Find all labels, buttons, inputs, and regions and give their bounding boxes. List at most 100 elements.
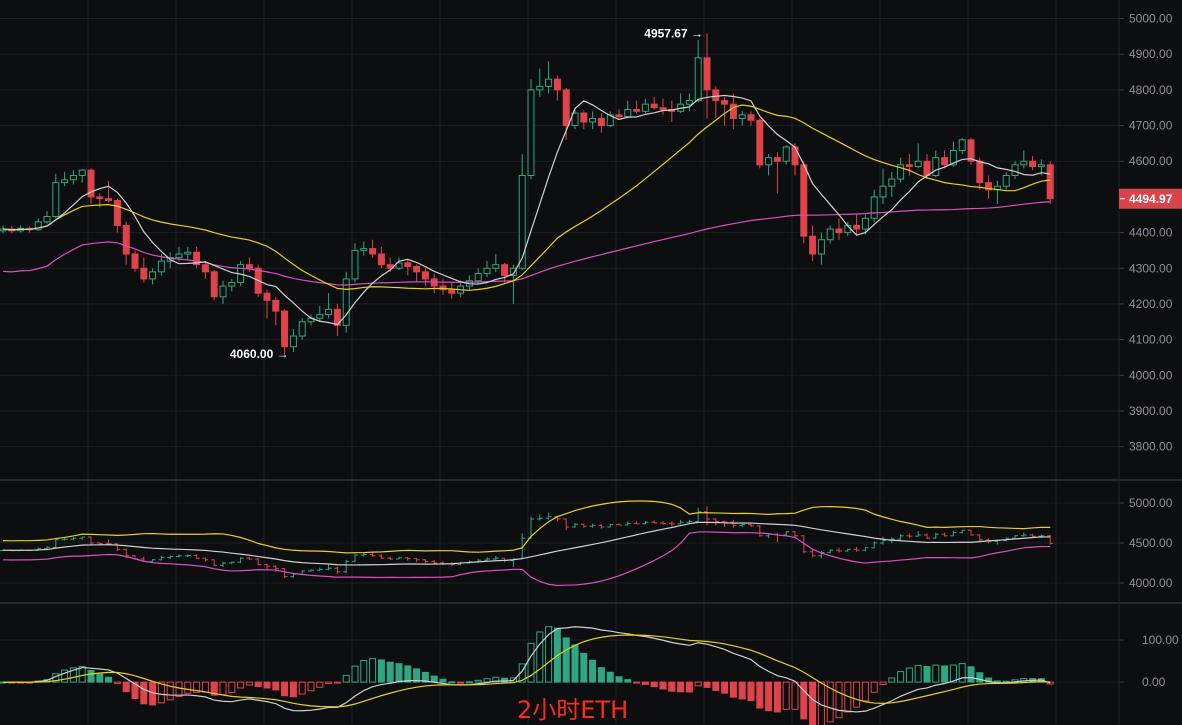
macd-histogram-bar — [166, 681, 174, 701]
boll-ohlc-bar — [272, 565, 279, 572]
macd-histogram-bar — [316, 681, 324, 688]
candle — [201, 261, 209, 279]
macd-histogram-bar — [298, 681, 306, 695]
candle-body — [69, 175, 77, 181]
candle — [360, 241, 368, 256]
macd-histogram-bar — [210, 681, 218, 696]
macd-histogram-bar — [342, 674, 350, 683]
candle-body — [729, 103, 737, 119]
candle — [703, 33, 711, 119]
candle-body — [377, 253, 385, 266]
boll-ohlc-bar — [88, 536, 94, 545]
candle-body — [905, 164, 913, 168]
high-price-annotation: 4957.67 → — [644, 27, 703, 41]
candle — [809, 225, 817, 262]
candle — [835, 218, 843, 240]
candle-body — [597, 117, 605, 127]
ma-long-line — [2, 201, 1051, 286]
candle — [782, 145, 790, 165]
macd-histogram-bar — [131, 681, 139, 700]
boll-ohlc-bar — [572, 523, 578, 528]
candle — [325, 293, 333, 319]
boll-ohlc-bar — [396, 556, 402, 560]
macd-histogram-bar — [1046, 681, 1054, 685]
candle — [545, 61, 553, 94]
macd-histogram-bar — [721, 681, 729, 694]
candle — [342, 271, 350, 333]
candle-body — [421, 271, 429, 280]
candle-body — [157, 260, 165, 273]
candle-body — [34, 221, 42, 231]
candle-body — [765, 157, 773, 166]
candle — [932, 150, 940, 178]
macd-histogram-bar — [624, 679, 632, 683]
candle — [659, 98, 667, 115]
macd-histogram-bar — [589, 659, 597, 683]
candle — [518, 154, 526, 271]
macd-histogram-bar — [923, 666, 931, 683]
symbol-watermark: 2小时ETH — [517, 696, 629, 724]
boll-ohlc-bar — [149, 559, 156, 563]
macd-histogram-bar — [492, 676, 500, 683]
macd-histogram-bar — [633, 681, 641, 684]
boll-ohlc-bar — [264, 563, 270, 571]
macd-histogram-bar — [773, 681, 781, 713]
macd-histogram-bar — [888, 677, 896, 683]
boll-ohlc-bar — [202, 557, 209, 562]
candle — [641, 98, 649, 114]
macd-tick-label: 0.00 — [1142, 675, 1166, 689]
candle — [633, 100, 641, 114]
candle-body — [245, 264, 253, 269]
candle — [721, 97, 729, 126]
boll-ohlc-bar — [616, 523, 622, 526]
macd-dif-line — [2, 626, 1051, 713]
macd-histogram-bar — [360, 660, 368, 683]
candle — [967, 138, 975, 165]
boll-ohlc-bar — [598, 524, 605, 529]
macd-histogram-bar — [536, 631, 544, 683]
macd-histogram-bar — [765, 681, 773, 712]
macd-histogram-bar — [580, 652, 588, 683]
candle — [351, 243, 359, 283]
candle-body — [1029, 160, 1037, 168]
macd-histogram-bar — [272, 681, 280, 691]
boll-ohlc-bar — [906, 533, 913, 539]
macd-histogram-bar — [87, 670, 95, 683]
macd-histogram-bar — [958, 663, 966, 683]
candle — [773, 152, 781, 194]
macd-histogram-bar — [914, 664, 922, 683]
candle-body — [509, 267, 517, 276]
candle-body — [835, 228, 843, 234]
candle-body — [826, 228, 834, 241]
candle-body — [949, 150, 957, 166]
boll-ohlc-bar — [968, 529, 974, 536]
boll-ohlc-bar — [378, 554, 385, 559]
candle-body — [1037, 164, 1045, 168]
macd-histogram-bar — [853, 681, 861, 708]
macd-histogram-bar — [193, 681, 201, 693]
boll-ohlc-bar — [651, 520, 658, 524]
macd-histogram-bar — [386, 661, 394, 683]
boll-tick-label: 4500.00 — [1129, 536, 1173, 550]
low-price-annotation: 4060.00 → — [230, 347, 289, 361]
candle — [78, 169, 86, 183]
boll-ohlc-bar — [756, 525, 763, 537]
macd-histogram-bar — [615, 676, 623, 683]
candle — [492, 253, 500, 272]
boll-ohlc-bar — [924, 533, 930, 539]
candle-body — [958, 139, 966, 152]
candle-body — [52, 182, 60, 218]
candle — [105, 180, 113, 203]
candle-body — [791, 146, 799, 166]
macd-histogram-bar — [685, 681, 693, 693]
candle-body — [694, 57, 702, 102]
candle-body — [298, 321, 306, 337]
candle — [826, 225, 834, 244]
boll-ohlc-bar — [422, 559, 429, 563]
boll-ohlc-bar — [316, 567, 323, 571]
boll-ohlc-bar — [730, 519, 737, 528]
candle — [421, 268, 429, 287]
ma-short-line — [2, 94, 1051, 326]
candle — [536, 68, 544, 98]
